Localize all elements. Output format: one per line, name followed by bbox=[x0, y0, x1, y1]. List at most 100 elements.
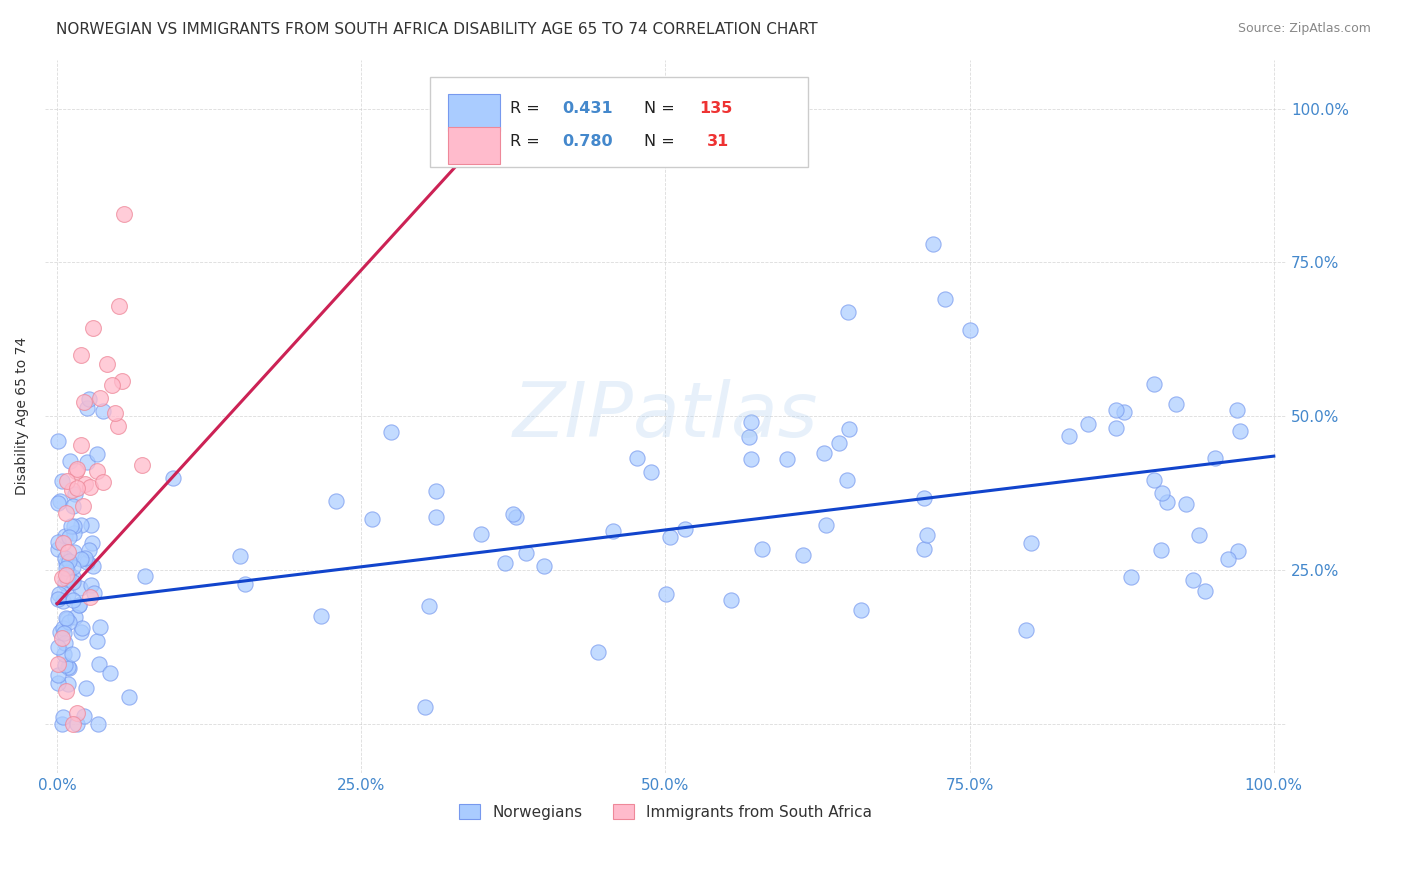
Point bbox=[1227, 544, 1250, 558]
Point bbox=[62, 716, 84, 731]
Point bbox=[79, 578, 101, 592]
Point bbox=[418, 599, 440, 613]
Point bbox=[83, 586, 105, 600]
Point bbox=[1182, 573, 1205, 587]
Point bbox=[46, 434, 69, 448]
Point bbox=[63, 526, 86, 541]
Text: 0.780: 0.780 bbox=[562, 134, 613, 149]
Point bbox=[586, 645, 609, 659]
Point bbox=[86, 716, 108, 731]
Point bbox=[58, 615, 80, 629]
Text: 31: 31 bbox=[706, 134, 728, 149]
Point bbox=[87, 657, 110, 671]
Point bbox=[828, 436, 851, 450]
Point bbox=[1019, 536, 1042, 550]
Point bbox=[66, 706, 89, 721]
Point bbox=[67, 598, 90, 612]
Text: R =: R = bbox=[510, 134, 546, 149]
Point bbox=[813, 446, 835, 460]
Point bbox=[82, 535, 104, 549]
Point bbox=[82, 559, 104, 574]
Point bbox=[309, 609, 332, 624]
Point bbox=[55, 611, 77, 625]
Point bbox=[776, 452, 799, 467]
Point bbox=[111, 374, 134, 388]
Point bbox=[62, 570, 84, 584]
Point bbox=[837, 473, 859, 487]
Point bbox=[62, 593, 84, 607]
FancyBboxPatch shape bbox=[430, 78, 808, 167]
Point bbox=[55, 572, 77, 586]
Point bbox=[502, 507, 524, 521]
Point bbox=[1104, 421, 1126, 435]
Point bbox=[915, 528, 938, 542]
Point bbox=[66, 481, 89, 495]
Point bbox=[86, 447, 108, 461]
Point bbox=[75, 681, 97, 695]
FancyBboxPatch shape bbox=[449, 94, 501, 131]
Point bbox=[425, 484, 447, 499]
Point bbox=[912, 542, 935, 557]
Point bbox=[91, 475, 114, 489]
Point bbox=[89, 391, 111, 405]
Point bbox=[48, 587, 70, 601]
Point bbox=[53, 658, 76, 673]
Point bbox=[1218, 551, 1240, 566]
Point bbox=[46, 667, 69, 681]
Point bbox=[49, 624, 72, 639]
Point bbox=[1142, 376, 1164, 391]
Point bbox=[792, 548, 814, 562]
Point bbox=[104, 406, 127, 420]
Point bbox=[740, 415, 762, 429]
Point bbox=[55, 683, 77, 698]
Legend: Norwegians, Immigrants from South Africa: Norwegians, Immigrants from South Africa bbox=[453, 797, 879, 826]
Point bbox=[1149, 542, 1171, 557]
Point bbox=[70, 624, 93, 639]
Point bbox=[413, 699, 436, 714]
Point bbox=[62, 519, 84, 533]
Point bbox=[53, 626, 76, 640]
Point bbox=[51, 716, 73, 731]
Point bbox=[52, 647, 75, 661]
Point bbox=[1077, 417, 1099, 432]
Point bbox=[53, 529, 76, 543]
Point bbox=[62, 575, 84, 590]
Point bbox=[58, 676, 80, 690]
Point bbox=[673, 522, 696, 536]
Point bbox=[55, 561, 77, 575]
Point bbox=[56, 544, 79, 558]
Point bbox=[46, 541, 69, 556]
FancyBboxPatch shape bbox=[449, 127, 501, 164]
Y-axis label: Disability Age 65 to 74: Disability Age 65 to 74 bbox=[15, 337, 30, 495]
Point bbox=[658, 530, 681, 544]
Point bbox=[107, 300, 129, 314]
Point bbox=[46, 592, 69, 607]
Point bbox=[63, 487, 86, 501]
Point bbox=[720, 592, 742, 607]
Point bbox=[1112, 405, 1135, 419]
Point bbox=[56, 660, 79, 674]
Point bbox=[912, 491, 935, 506]
Point bbox=[48, 657, 70, 671]
Point bbox=[86, 633, 108, 648]
Point bbox=[89, 620, 111, 634]
Point bbox=[52, 536, 75, 550]
Point bbox=[76, 455, 98, 469]
Point bbox=[1166, 397, 1188, 411]
Point bbox=[56, 565, 79, 579]
Text: R =: R = bbox=[510, 101, 546, 116]
Point bbox=[77, 392, 100, 406]
Point bbox=[76, 401, 98, 415]
Point bbox=[738, 430, 761, 444]
Point bbox=[75, 477, 97, 491]
Point bbox=[66, 461, 89, 475]
Point bbox=[131, 458, 153, 473]
Point bbox=[1015, 623, 1038, 637]
Point bbox=[55, 474, 77, 488]
Point bbox=[46, 640, 69, 654]
Point bbox=[934, 293, 956, 307]
Point bbox=[79, 543, 101, 558]
Point bbox=[1229, 424, 1251, 438]
Point bbox=[58, 554, 80, 568]
Point bbox=[66, 716, 89, 731]
